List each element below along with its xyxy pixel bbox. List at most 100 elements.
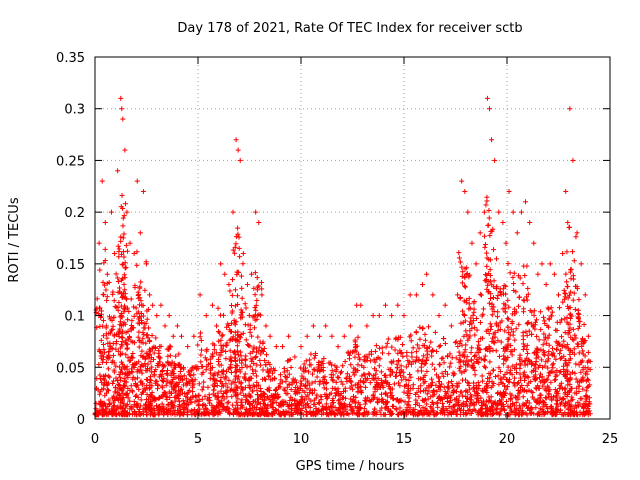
data-point-fill bbox=[501, 374, 507, 380]
data-point-fill bbox=[116, 386, 122, 392]
data-point bbox=[137, 230, 143, 236]
data-point-fill bbox=[221, 312, 227, 318]
data-point bbox=[222, 271, 228, 277]
data-point-fill bbox=[257, 357, 263, 363]
data-point-fill bbox=[422, 337, 428, 343]
data-point bbox=[127, 240, 133, 246]
data-point-fill bbox=[144, 368, 150, 374]
data-point bbox=[527, 219, 533, 225]
data-point-fill bbox=[156, 350, 162, 356]
data-point-fill bbox=[234, 348, 240, 354]
data-point-fill bbox=[538, 392, 544, 398]
data-point-fill bbox=[211, 342, 217, 348]
data-point-fill bbox=[189, 399, 195, 405]
data-point-fill bbox=[138, 397, 144, 403]
data-point-fill bbox=[116, 393, 122, 399]
data-point-fill bbox=[422, 331, 428, 337]
data-point-fill bbox=[125, 317, 131, 323]
data-point-fill bbox=[238, 331, 244, 337]
data-point-fill bbox=[246, 384, 252, 390]
data-point-fill bbox=[112, 385, 118, 391]
data-point-fill bbox=[505, 261, 511, 267]
data-point-fill bbox=[521, 306, 527, 312]
data-point-fill bbox=[124, 364, 130, 370]
data-point-fill bbox=[348, 379, 354, 385]
data-point-fill bbox=[97, 389, 103, 395]
data-point bbox=[279, 344, 285, 350]
data-point-fill bbox=[211, 347, 217, 353]
data-point-fill bbox=[253, 307, 259, 313]
data-point-fill bbox=[255, 334, 261, 340]
data-point-fill bbox=[233, 388, 239, 394]
data-point-fill bbox=[173, 381, 179, 387]
data-point-fill bbox=[100, 318, 106, 324]
data-point-fill bbox=[156, 395, 162, 401]
data-point-fill bbox=[124, 346, 130, 352]
data-point-fill bbox=[178, 365, 184, 371]
data-point-fill bbox=[215, 358, 221, 364]
data-point-fill bbox=[129, 318, 135, 324]
data-point-fill bbox=[209, 353, 215, 359]
data-point-fill bbox=[242, 301, 248, 307]
data-point-fill bbox=[169, 379, 175, 385]
data-point bbox=[179, 333, 185, 339]
data-point-fill bbox=[540, 399, 546, 405]
data-point-fill bbox=[122, 265, 128, 271]
data-point-fill bbox=[133, 393, 139, 399]
data-point bbox=[358, 302, 364, 308]
data-point-fill bbox=[130, 389, 136, 395]
data-point-fill bbox=[138, 298, 144, 304]
data-point-fill bbox=[194, 398, 200, 404]
data-point-fill bbox=[180, 398, 186, 404]
data-point-fill bbox=[429, 361, 435, 367]
data-point-fill bbox=[436, 344, 442, 350]
data-point bbox=[233, 137, 239, 143]
data-point-fill bbox=[232, 320, 238, 326]
data-point-fill bbox=[251, 360, 257, 366]
data-point-fill bbox=[104, 406, 110, 412]
data-point-fill bbox=[477, 319, 483, 325]
data-point-fill bbox=[201, 406, 207, 412]
data-point-fill bbox=[268, 377, 274, 383]
data-point-fill bbox=[576, 297, 582, 303]
data-point-fill bbox=[235, 293, 241, 299]
data-point bbox=[310, 323, 316, 329]
data-point-fill bbox=[484, 263, 490, 269]
data-point-fill bbox=[182, 390, 188, 396]
data-point-fill bbox=[564, 249, 570, 255]
data-point-fill bbox=[359, 390, 365, 396]
data-point-fill bbox=[487, 359, 493, 365]
data-point bbox=[492, 157, 498, 163]
data-point-fill bbox=[139, 348, 145, 354]
data-point-fill bbox=[246, 407, 252, 413]
data-point-fill bbox=[176, 384, 182, 390]
data-point-fill bbox=[232, 244, 238, 250]
x-axis-title: GPS time / hours bbox=[296, 459, 405, 474]
data-point-fill bbox=[228, 358, 234, 364]
data-point-fill bbox=[475, 339, 481, 345]
data-point-fill bbox=[103, 331, 109, 337]
data-point-fill bbox=[501, 361, 507, 367]
data-point-fill bbox=[111, 369, 117, 375]
data-point-fill bbox=[215, 372, 221, 378]
data-point-fill bbox=[99, 412, 105, 418]
data-point-fill bbox=[403, 364, 409, 370]
data-point-fill bbox=[244, 364, 250, 370]
data-point-fill bbox=[176, 399, 182, 405]
y-tick-label: 0.25 bbox=[56, 154, 85, 169]
data-point-fill bbox=[120, 397, 126, 403]
data-point-fill bbox=[254, 297, 260, 303]
data-point-fill bbox=[96, 362, 102, 368]
data-point-fill bbox=[376, 363, 382, 369]
data-point bbox=[144, 261, 149, 267]
data-point-fill bbox=[512, 337, 518, 343]
data-point-fill bbox=[424, 348, 430, 354]
data-point-fill bbox=[472, 332, 478, 338]
data-point-fill bbox=[525, 350, 531, 356]
data-point-fill bbox=[198, 337, 204, 343]
data-point-fill bbox=[179, 403, 185, 409]
data-point-fill bbox=[483, 202, 489, 208]
data-point-fill bbox=[139, 320, 145, 326]
data-point-fill bbox=[231, 350, 237, 356]
data-point-fill bbox=[233, 399, 239, 405]
